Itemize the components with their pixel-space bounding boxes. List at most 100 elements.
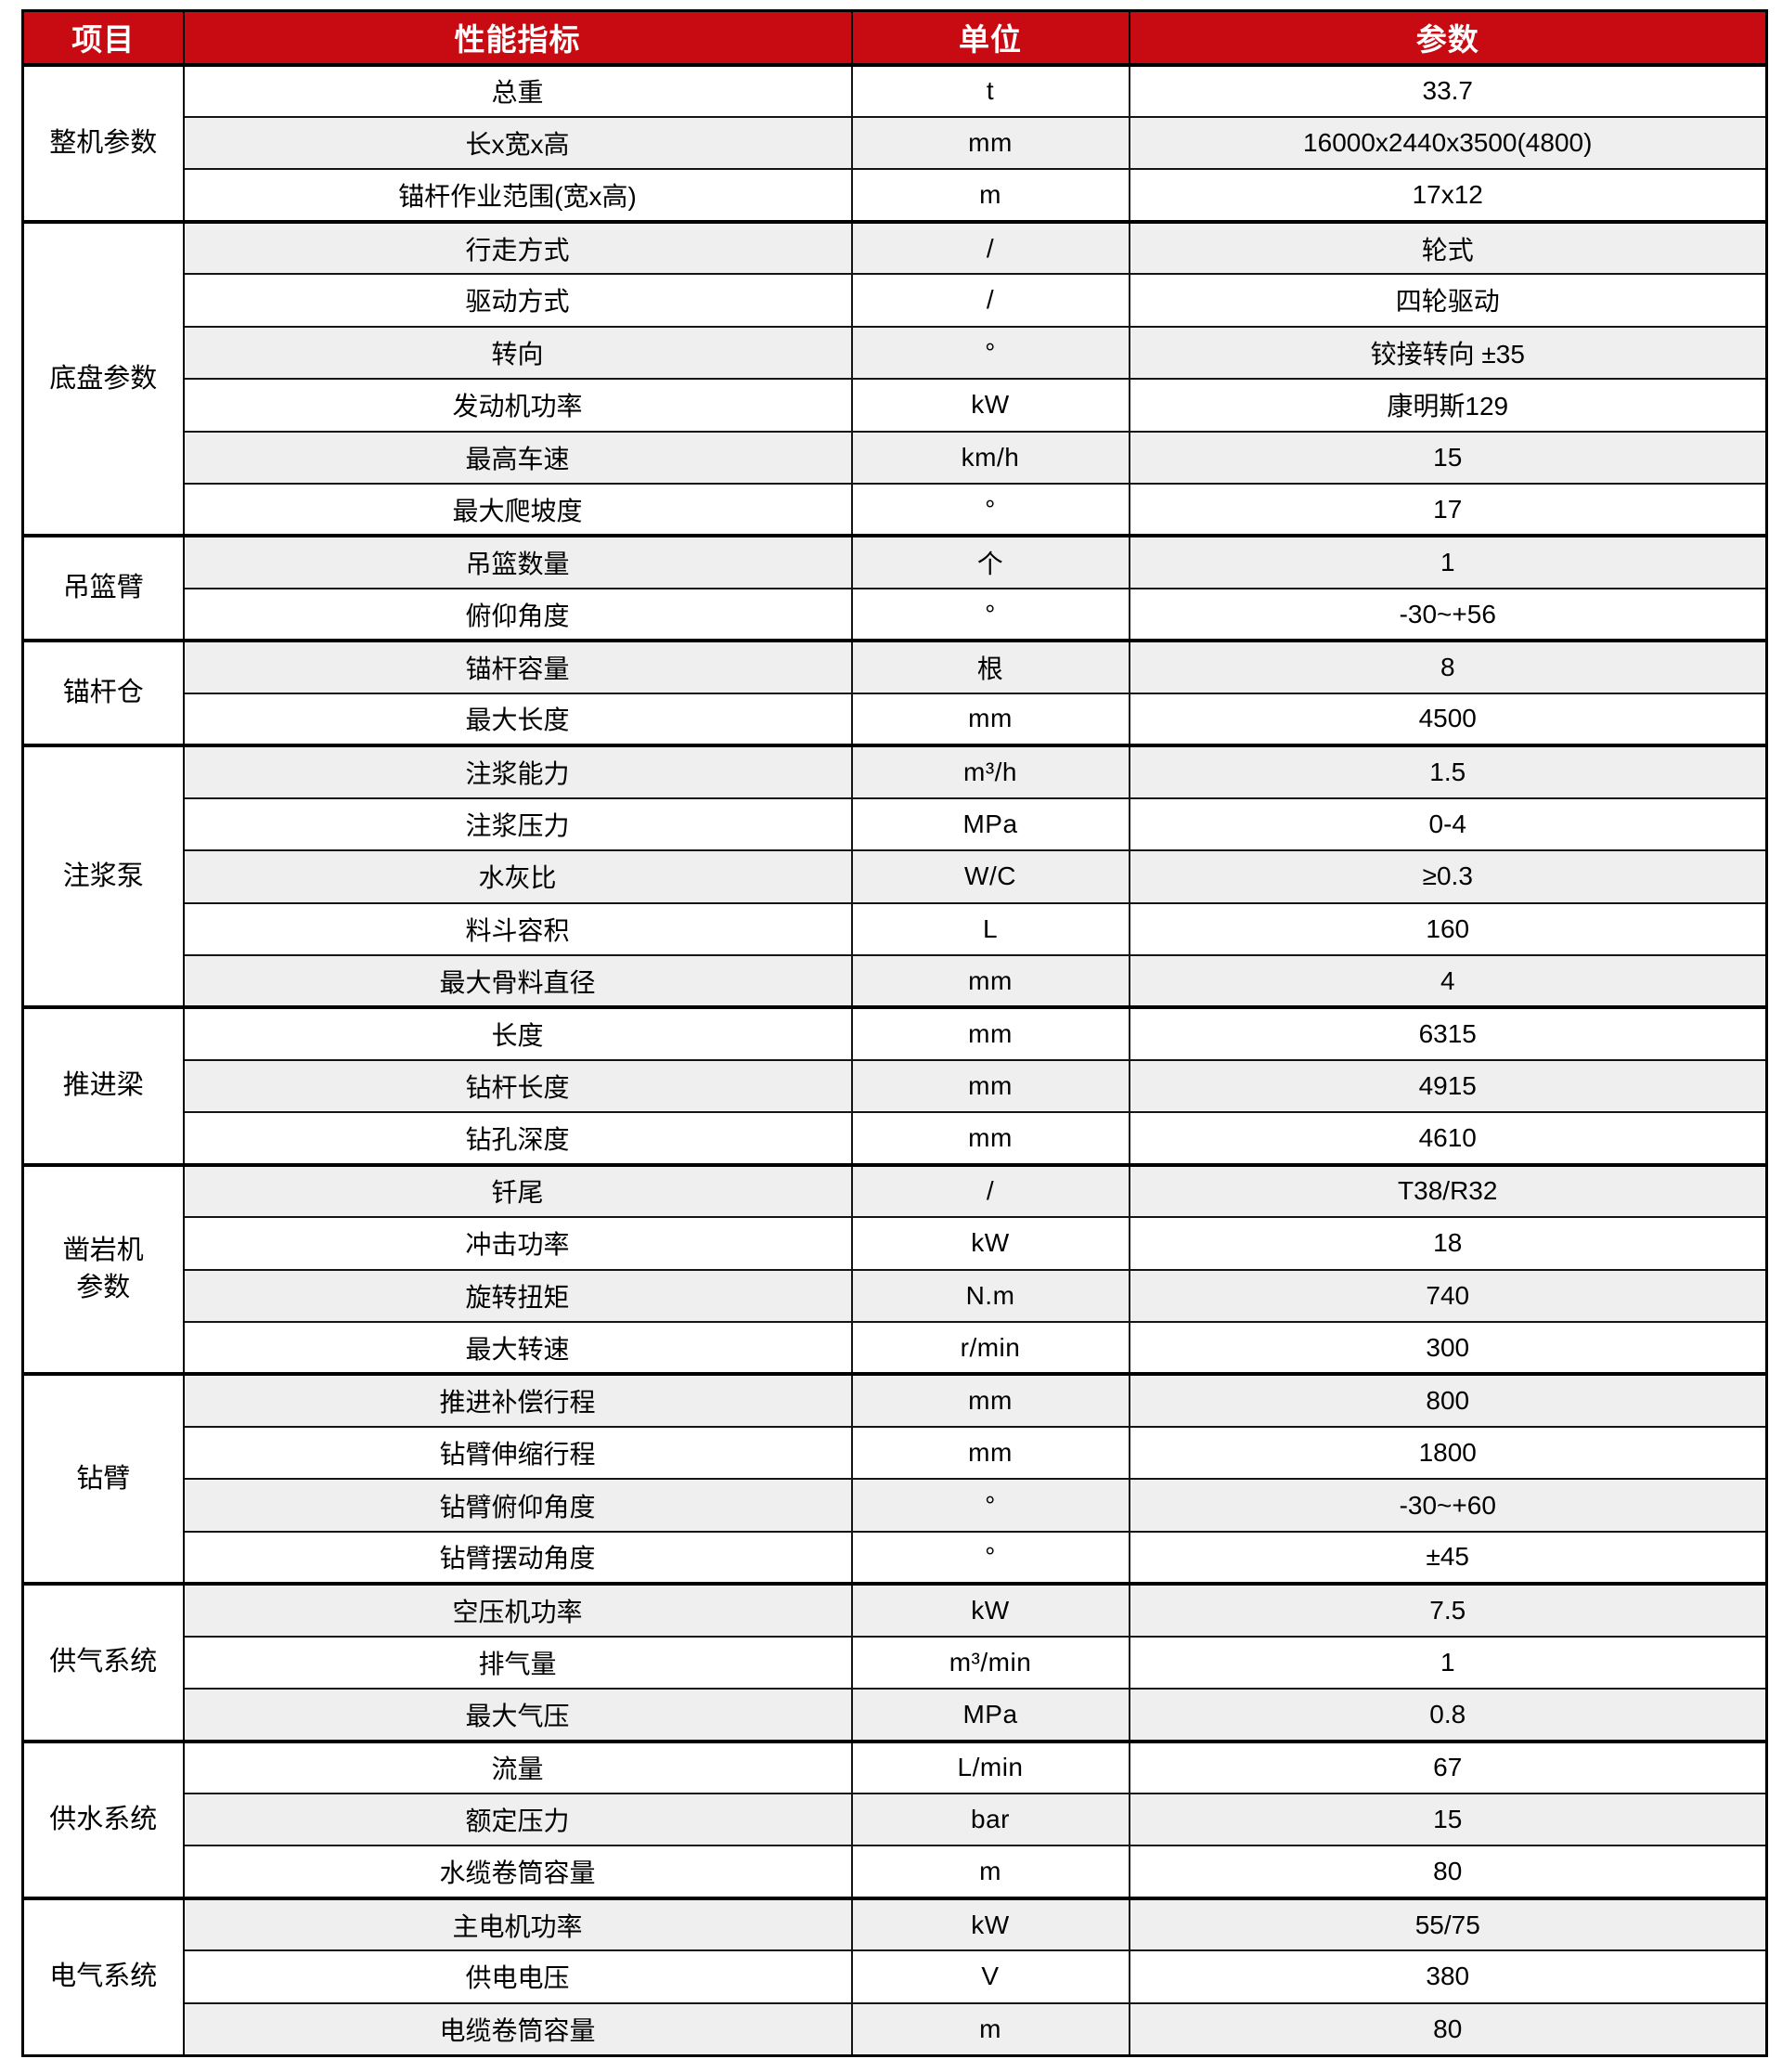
section-item-label: 注浆泵 xyxy=(21,744,185,1009)
table-row: 最大爬坡度 ° 17 xyxy=(23,482,1768,537)
unit-cell: / xyxy=(850,273,1130,328)
param-cell: 15 xyxy=(1128,430,1768,486)
indicator-cell: 钻臂伸缩行程 xyxy=(182,1425,853,1481)
param-cell: 67 xyxy=(1128,1739,1768,1794)
unit-cell: mm xyxy=(850,1058,1130,1114)
indicator-cell: 排气量 xyxy=(182,1635,853,1690)
table-row: 锚杆作业范围(宽x高) m 17x12 xyxy=(23,168,1768,223)
indicator-cell: 最大气压 xyxy=(182,1688,853,1742)
param-cell: ≥0.3 xyxy=(1128,849,1768,904)
table-row: 最大骨料直径 mm 4 xyxy=(23,953,1768,1009)
indicator-cell: 俯仰角度 xyxy=(182,587,853,642)
indicator-cell: 钻杆长度 xyxy=(182,1058,853,1114)
unit-cell: kW xyxy=(850,1582,1130,1638)
indicator-cell: 行走方式 xyxy=(182,219,853,276)
table-row: 供水系统 流量 L/min 67 xyxy=(21,1739,1768,1899)
indicator-cell: 注浆压力 xyxy=(182,796,853,852)
table-row: 推进梁 长度 mm 6315 xyxy=(21,1005,1768,1166)
param-cell: 0.8 xyxy=(1128,1688,1768,1742)
section-item-label: 吊篮臂 xyxy=(21,534,185,642)
unit-cell: 个 xyxy=(850,534,1130,589)
unit-cell: km/h xyxy=(850,430,1130,486)
table-row: 注浆泵 注浆能力 m³/h 1.5 xyxy=(21,744,1768,1009)
unit-cell: mm xyxy=(850,692,1130,747)
param-cell: 17 xyxy=(1128,482,1768,537)
unit-cell: kW xyxy=(850,1896,1130,1952)
param-cell: 1.5 xyxy=(1128,744,1768,799)
section-item-label: 凿岩机 参数 xyxy=(21,1162,185,1376)
param-cell: 7.5 xyxy=(1128,1582,1768,1638)
table-row: 水灰比 W/C ≥0.3 xyxy=(23,849,1768,904)
param-cell: 0-4 xyxy=(1128,796,1768,852)
indicator-cell: 水灰比 xyxy=(182,849,853,904)
table-row: 水缆卷筒容量 m 80 xyxy=(23,1845,1768,1899)
section-item-label: 底盘参数 xyxy=(21,219,185,537)
table-row: 长x宽x高 mm 16000x2440x3500(4800) xyxy=(23,115,1768,171)
header-row: 项目 性能指标 单位 参数 xyxy=(21,9,1768,67)
param-cell: 55/75 xyxy=(1128,1896,1768,1952)
table-header: 项目 性能指标 单位 参数 xyxy=(21,9,1768,67)
param-cell: 800 xyxy=(1128,1372,1768,1428)
param-cell: 4610 xyxy=(1128,1111,1768,1166)
unit-cell: / xyxy=(850,219,1130,276)
table-row: 发动机功率 kW 康明斯129 xyxy=(23,378,1768,433)
indicator-cell: 最大爬坡度 xyxy=(182,482,853,537)
table-row: 钻臂俯仰角度 ° -30~+60 xyxy=(23,1478,1768,1533)
table-row: 排气量 m³/min 1 xyxy=(23,1635,1768,1690)
unit-cell: mm xyxy=(850,1005,1130,1061)
indicator-cell: 注浆能力 xyxy=(182,744,853,799)
unit-cell: ° xyxy=(850,325,1130,381)
table-row: 电缆卷筒容量 m 80 xyxy=(23,2001,1768,2057)
param-cell: 80 xyxy=(1128,2001,1768,2057)
header-cell-unit: 单位 xyxy=(850,9,1130,67)
table-row: 电气系统 主电机功率 kW 55/75 xyxy=(21,1896,1768,2057)
unit-cell: mm xyxy=(850,1425,1130,1481)
table-row: 整机参数 总重 t 33.7 xyxy=(21,62,1768,223)
table-row: 底盘参数 行走方式 / 轮式 xyxy=(21,219,1768,537)
header-cell-indicator: 性能指标 xyxy=(182,9,853,67)
unit-cell: kW xyxy=(850,378,1130,433)
indicator-cell: 驱动方式 xyxy=(182,273,853,328)
indicator-cell: 钻孔深度 xyxy=(182,1111,853,1166)
param-cell: 四轮驱动 xyxy=(1128,273,1768,328)
param-cell: 8 xyxy=(1128,639,1768,694)
unit-cell: mm xyxy=(850,1372,1130,1428)
param-cell: 15 xyxy=(1128,1792,1768,1847)
param-cell: 1 xyxy=(1128,1635,1768,1690)
indicator-cell: 长x宽x高 xyxy=(182,115,853,171)
param-cell: T38/R32 xyxy=(1128,1162,1768,1219)
param-cell: 300 xyxy=(1128,1320,1768,1376)
table-row: 吊篮臂 吊篮数量个 1 xyxy=(21,534,1768,642)
indicator-cell: 供电电压 xyxy=(182,1949,853,2004)
param-cell: 33.7 xyxy=(1128,62,1768,118)
table-body: 整机参数 总重 t 33.7 长x宽x高 mm 16000x2440x3500(4800) 锚… xyxy=(21,62,1768,2057)
indicator-cell: 锚杆作业范围(宽x高) xyxy=(182,168,853,223)
indicator-cell: 额定压力 xyxy=(182,1792,853,1847)
param-cell: 4 xyxy=(1128,953,1768,1009)
indicator-cell: 电缆卷筒容量 xyxy=(182,2001,853,2057)
unit-cell: m xyxy=(850,1845,1130,1899)
unit-cell: L xyxy=(850,901,1130,956)
section-item-label: 供气系统 xyxy=(21,1582,185,1742)
unit-cell: m xyxy=(850,168,1130,223)
param-cell: 80 xyxy=(1128,1845,1768,1899)
table-row: 钻孔深度 mm 4610 xyxy=(23,1111,1768,1166)
table-row: 钻臂伸缩行程 mm 1800 xyxy=(23,1425,1768,1481)
unit-cell: mm xyxy=(850,115,1130,171)
param-cell: 380 xyxy=(1128,1949,1768,2004)
indicator-cell: 钻臂摆动角度 xyxy=(182,1530,853,1586)
param-cell: -30~+60 xyxy=(1128,1478,1768,1533)
section-item-label: 供水系统 xyxy=(21,1739,185,1899)
header-cell-param: 参数 xyxy=(1128,9,1768,67)
param-cell: 740 xyxy=(1128,1268,1768,1324)
param-cell: 1 xyxy=(1128,534,1768,589)
param-cell: 18 xyxy=(1128,1216,1768,1271)
table-row: 注浆压力 MPa 0-4 xyxy=(23,796,1768,852)
param-cell: 6315 xyxy=(1128,1005,1768,1061)
indicator-cell: 总重 xyxy=(182,62,853,118)
table-row: 俯仰角度 ° -30~+56 xyxy=(23,587,1768,642)
unit-cell: W/C xyxy=(850,849,1130,904)
header-cell-item: 项目 xyxy=(21,9,185,67)
indicator-cell: 最大骨料直径 xyxy=(182,953,853,1009)
